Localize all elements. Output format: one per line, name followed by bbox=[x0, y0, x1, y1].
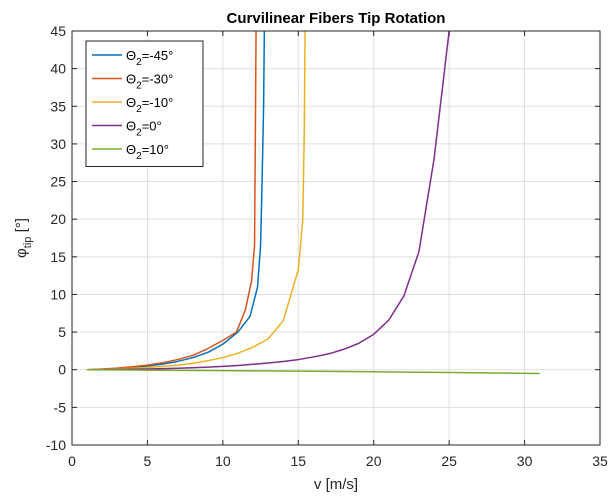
legend-entry-value: =-10° bbox=[142, 95, 174, 110]
legend-entry-value: =0° bbox=[142, 119, 162, 134]
legend-entry-subscript: 2 bbox=[136, 128, 142, 139]
x-tick-label: 20 bbox=[366, 453, 382, 469]
y-tick-label: 45 bbox=[50, 23, 66, 39]
axes-box bbox=[71, 30, 601, 446]
y-tick-label: 0 bbox=[58, 362, 66, 378]
y-tick-label: 20 bbox=[50, 211, 66, 227]
legend-entry-symbol: Θ bbox=[126, 119, 136, 134]
y-tick-label: -5 bbox=[54, 399, 67, 415]
y-tick-label: 40 bbox=[50, 61, 66, 77]
legend-entry-symbol: Θ bbox=[126, 95, 136, 110]
legend-entry-value: =-45° bbox=[142, 48, 174, 63]
y-axis-label-unit: [°] bbox=[13, 218, 30, 237]
legend-entry-4: Θ2=0° bbox=[126, 119, 162, 139]
legend-entry-symbol: Θ bbox=[126, 72, 136, 87]
legend-entry-symbol: Θ bbox=[126, 142, 136, 157]
x-tick-label: 35 bbox=[592, 453, 608, 469]
axis-ticks: 0 5 10 15 20 25 30 35 -10 -5 0 5 10 15 20 25 30 35 40 45 bbox=[46, 23, 608, 469]
legend-entry-2: Θ2=-30° bbox=[126, 72, 173, 92]
legend-entry-subscript: 2 bbox=[136, 81, 142, 92]
legend: Θ2=-45°Θ2=-30°Θ2=-10°Θ2=0°Θ2=10° bbox=[85, 40, 204, 167]
y-tick-label: 25 bbox=[50, 174, 66, 190]
series-line-2 bbox=[87, 31, 257, 371]
series-layer bbox=[87, 31, 540, 375]
chart-title: Curvilinear Fibers Tip Rotation bbox=[227, 10, 446, 27]
x-tick-label: 15 bbox=[290, 453, 306, 469]
legend-entry-value: =-30° bbox=[142, 72, 174, 87]
x-tick-label: 10 bbox=[215, 453, 231, 469]
y-tick-label: 35 bbox=[50, 98, 66, 114]
x-tick-label: 30 bbox=[517, 453, 533, 469]
x-axis-label: v [m/s] bbox=[314, 476, 358, 493]
series-line-5 bbox=[87, 368, 540, 375]
x-tick-label: 5 bbox=[144, 453, 152, 469]
legend-entry-subscript: 2 bbox=[136, 57, 142, 68]
legend-entry-1: Θ2=-45° bbox=[126, 48, 173, 68]
y-axis-label-subscript: tip bbox=[22, 237, 34, 249]
legend-box bbox=[85, 40, 204, 167]
series-line-4 bbox=[87, 31, 450, 371]
legend-entry-subscript: 2 bbox=[136, 104, 142, 115]
legend-entry-5: Θ2=10° bbox=[126, 142, 169, 162]
legend-entry-subscript: 2 bbox=[136, 151, 142, 162]
series-line-3 bbox=[87, 31, 306, 371]
legend-entry-value: =10° bbox=[142, 142, 169, 157]
y-axis-label-symbol: φ bbox=[13, 248, 30, 258]
y-tick-label: -10 bbox=[46, 437, 66, 453]
x-tick-label: 25 bbox=[441, 453, 457, 469]
y-tick-label: 30 bbox=[50, 136, 66, 152]
x-tick-label: 0 bbox=[68, 453, 76, 469]
y-tick-label: 15 bbox=[50, 249, 66, 265]
legend-entry-3: Θ2=-10° bbox=[126, 95, 173, 115]
y-tick-label: 5 bbox=[58, 324, 66, 340]
y-axis-label: φtip [°] bbox=[13, 218, 34, 258]
legend-entry-symbol: Θ bbox=[126, 48, 136, 63]
y-tick-label: 10 bbox=[50, 286, 66, 302]
